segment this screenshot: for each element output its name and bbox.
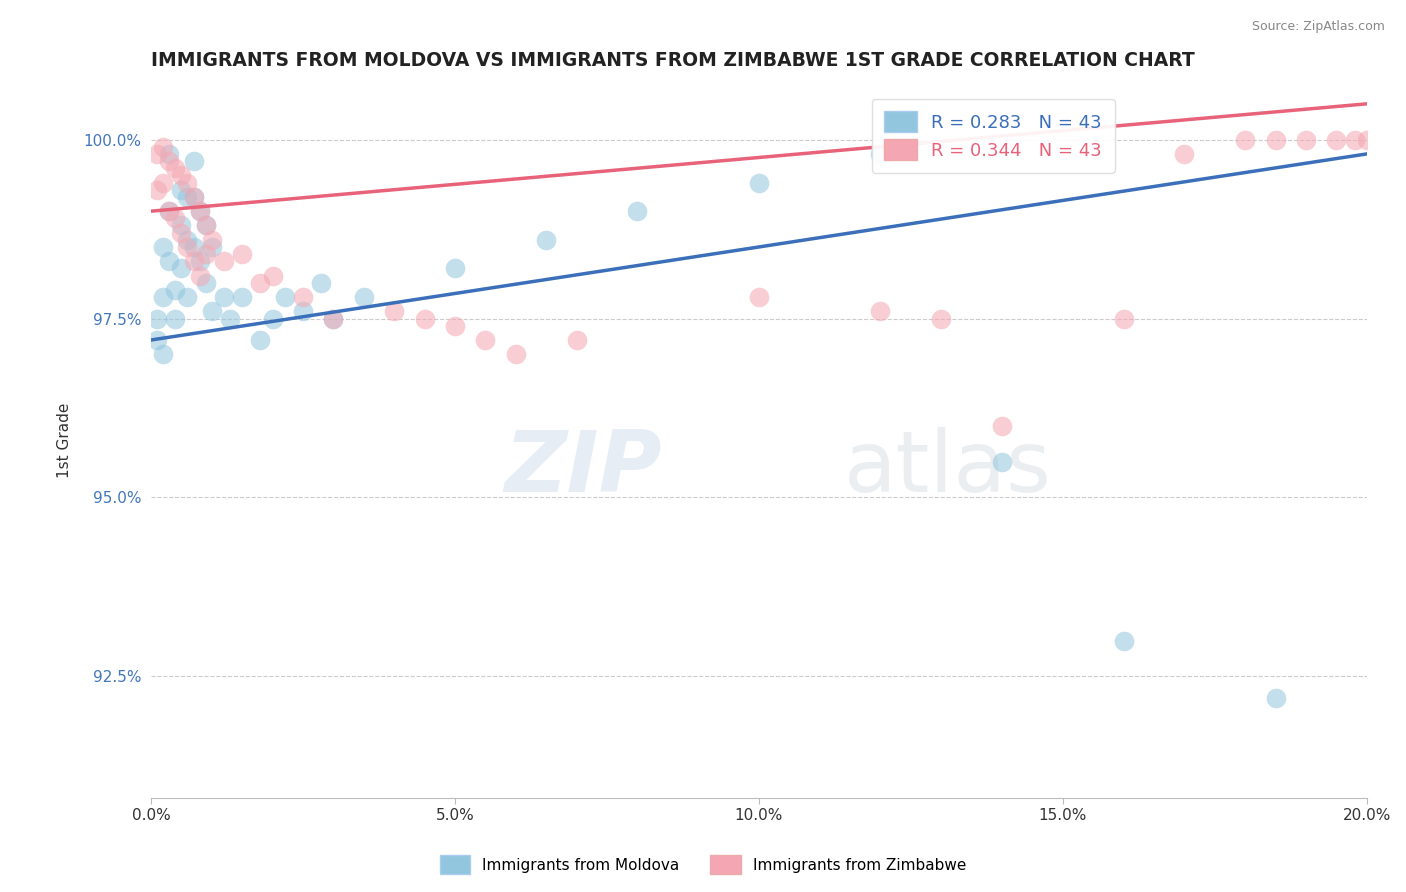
Point xyxy=(322,311,344,326)
Point xyxy=(1326,133,1348,147)
Point xyxy=(869,147,891,161)
Point xyxy=(183,190,205,204)
Point xyxy=(565,333,588,347)
Point xyxy=(165,211,187,226)
Point xyxy=(353,290,375,304)
Point xyxy=(146,311,169,326)
Point xyxy=(152,347,174,361)
Point xyxy=(249,333,271,347)
Point xyxy=(176,190,198,204)
Point xyxy=(1264,690,1286,705)
Point xyxy=(413,311,436,326)
Point xyxy=(291,290,314,304)
Point xyxy=(1112,311,1135,326)
Point xyxy=(152,176,174,190)
Point xyxy=(534,233,557,247)
Point xyxy=(274,290,297,304)
Point xyxy=(869,304,891,318)
Point xyxy=(291,304,314,318)
Point xyxy=(165,283,187,297)
Point xyxy=(262,268,284,283)
Point xyxy=(183,254,205,268)
Text: IMMIGRANTS FROM MOLDOVA VS IMMIGRANTS FROM ZIMBABWE 1ST GRADE CORRELATION CHART: IMMIGRANTS FROM MOLDOVA VS IMMIGRANTS FR… xyxy=(150,51,1195,70)
Point xyxy=(188,204,211,219)
Point xyxy=(188,204,211,219)
Point xyxy=(157,147,180,161)
Point xyxy=(1173,147,1195,161)
Point xyxy=(212,290,235,304)
Point xyxy=(146,183,169,197)
Point xyxy=(194,219,217,233)
Point xyxy=(165,161,187,176)
Point xyxy=(176,233,198,247)
Point xyxy=(183,240,205,254)
Point xyxy=(201,233,224,247)
Point xyxy=(194,276,217,290)
Point xyxy=(929,311,952,326)
Legend: Immigrants from Moldova, Immigrants from Zimbabwe: Immigrants from Moldova, Immigrants from… xyxy=(433,849,973,880)
Point xyxy=(157,204,180,219)
Point xyxy=(176,176,198,190)
Point xyxy=(249,276,271,290)
Point xyxy=(201,240,224,254)
Point xyxy=(170,169,193,183)
Point xyxy=(1234,133,1257,147)
Point xyxy=(991,418,1014,433)
Point xyxy=(1355,133,1378,147)
Point xyxy=(1343,133,1365,147)
Point xyxy=(444,318,467,333)
Point xyxy=(262,311,284,326)
Point xyxy=(152,140,174,154)
Point xyxy=(146,333,169,347)
Text: atlas: atlas xyxy=(844,427,1052,510)
Point xyxy=(474,333,496,347)
Point xyxy=(194,219,217,233)
Point xyxy=(194,247,217,261)
Point xyxy=(183,154,205,169)
Point xyxy=(176,240,198,254)
Point xyxy=(201,304,224,318)
Point xyxy=(157,254,180,268)
Point xyxy=(991,455,1014,469)
Text: ZIP: ZIP xyxy=(503,427,662,510)
Point xyxy=(170,183,193,197)
Point xyxy=(626,204,648,219)
Point xyxy=(188,268,211,283)
Point xyxy=(170,261,193,276)
Point xyxy=(1112,633,1135,648)
Point xyxy=(309,276,332,290)
Point xyxy=(231,290,253,304)
Point xyxy=(152,290,174,304)
Point xyxy=(1264,133,1286,147)
Point xyxy=(152,240,174,254)
Point xyxy=(231,247,253,261)
Point xyxy=(748,176,770,190)
Point xyxy=(176,290,198,304)
Point xyxy=(188,254,211,268)
Point xyxy=(165,311,187,326)
Point xyxy=(157,154,180,169)
Point xyxy=(505,347,527,361)
Point xyxy=(444,261,467,276)
Y-axis label: 1st Grade: 1st Grade xyxy=(58,402,72,478)
Point xyxy=(322,311,344,326)
Point xyxy=(382,304,405,318)
Legend: R = 0.283   N = 43, R = 0.344   N = 43: R = 0.283 N = 43, R = 0.344 N = 43 xyxy=(872,98,1115,173)
Point xyxy=(146,147,169,161)
Point xyxy=(1295,133,1317,147)
Point xyxy=(748,290,770,304)
Point xyxy=(183,190,205,204)
Point xyxy=(157,204,180,219)
Point xyxy=(170,226,193,240)
Point xyxy=(170,219,193,233)
Point xyxy=(212,254,235,268)
Text: Source: ZipAtlas.com: Source: ZipAtlas.com xyxy=(1251,20,1385,33)
Point xyxy=(219,311,242,326)
